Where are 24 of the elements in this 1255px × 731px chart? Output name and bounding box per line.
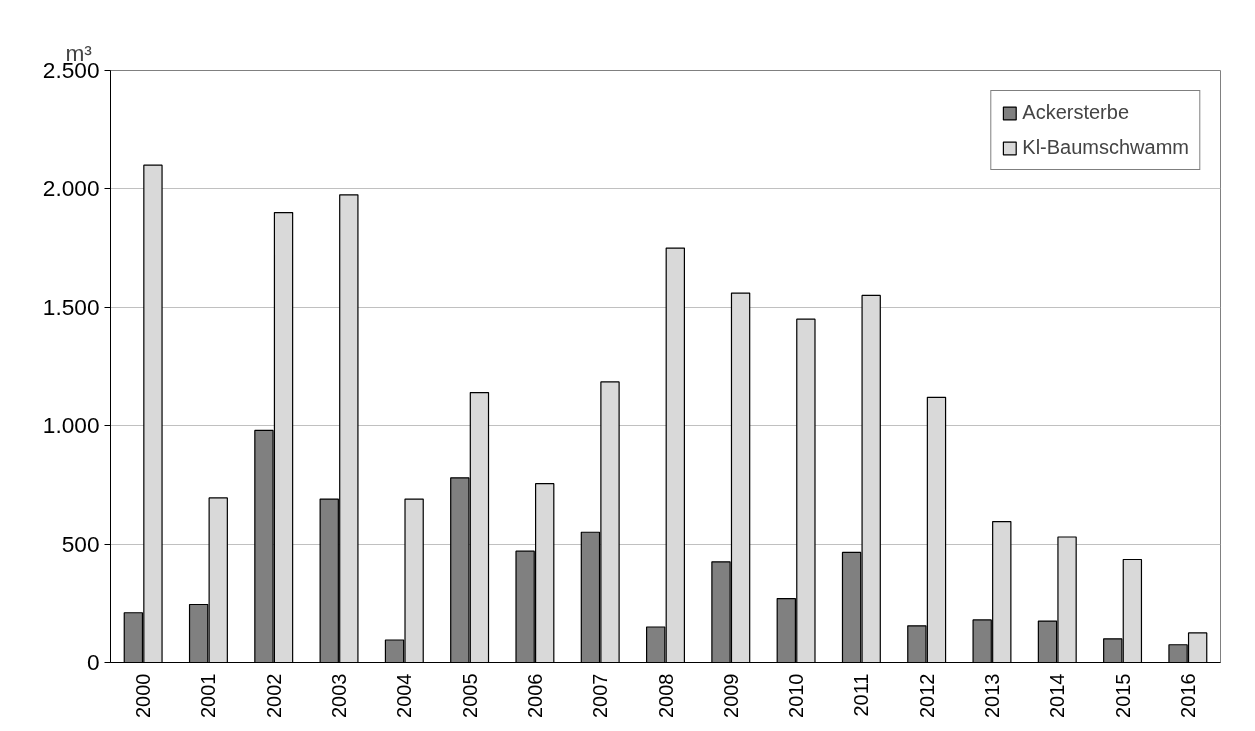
- x-tick-label: 2004: [393, 673, 416, 718]
- legend-label: Ackersterbe: [1022, 101, 1130, 124]
- x-tick-label: 2003: [328, 673, 351, 718]
- legend-label: Kl-Baumschwamm: [1022, 136, 1189, 159]
- x-tick-label: 2006: [523, 673, 546, 718]
- x-tick-label: 2016: [1176, 673, 1199, 718]
- x-tick-label: 2007: [589, 673, 612, 718]
- x-tick-label: 2009: [719, 673, 742, 718]
- y-tick-label: 2.000: [42, 175, 100, 202]
- x-tick-label: 2012: [915, 673, 938, 718]
- x-tick-label: 2000: [132, 673, 155, 718]
- x-tick-label: 2010: [785, 673, 808, 718]
- x-tick-label: 2005: [458, 673, 481, 718]
- x-tick-label: 2013: [980, 673, 1003, 718]
- x-tick-label: 2001: [197, 673, 220, 718]
- y-tick-label: 1.000: [42, 412, 100, 439]
- y-tick-label: 0: [86, 649, 100, 675]
- x-tick-label: 2008: [654, 673, 677, 718]
- y-tick-label: 1.500: [42, 293, 100, 320]
- x-tick-label: 2011: [850, 673, 873, 717]
- y-tick-label: 500: [61, 530, 100, 557]
- x-tick-label: 2015: [1111, 673, 1134, 718]
- x-tick-label: 2002: [262, 673, 285, 718]
- x-tick-label: 2014: [1046, 673, 1069, 718]
